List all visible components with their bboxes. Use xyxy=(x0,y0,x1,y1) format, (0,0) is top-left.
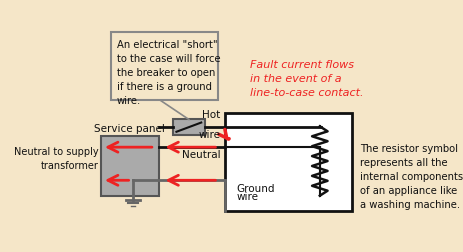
Text: Hot: Hot xyxy=(202,110,221,120)
Text: Service panel: Service panel xyxy=(94,124,165,134)
Text: Ground: Ground xyxy=(236,183,275,193)
Bar xyxy=(173,120,205,135)
Text: The resistor symbol
represents all the
internal components
of an appliance like
: The resistor symbol represents all the i… xyxy=(360,144,463,209)
Text: Neutral: Neutral xyxy=(182,149,221,159)
Bar xyxy=(111,33,218,101)
Bar xyxy=(225,113,352,211)
Text: Fault current flows
in the event of a
line-to-case contact.: Fault current flows in the event of a li… xyxy=(250,59,363,97)
Text: Neutral to supply
transformer: Neutral to supply transformer xyxy=(13,147,98,170)
Text: wire: wire xyxy=(236,191,258,201)
Text: wire: wire xyxy=(199,129,221,139)
Bar xyxy=(100,136,159,196)
Text: An electrical "short"
to the case will force
the breaker to open
if there is a g: An electrical "short" to the case will f… xyxy=(117,40,220,105)
